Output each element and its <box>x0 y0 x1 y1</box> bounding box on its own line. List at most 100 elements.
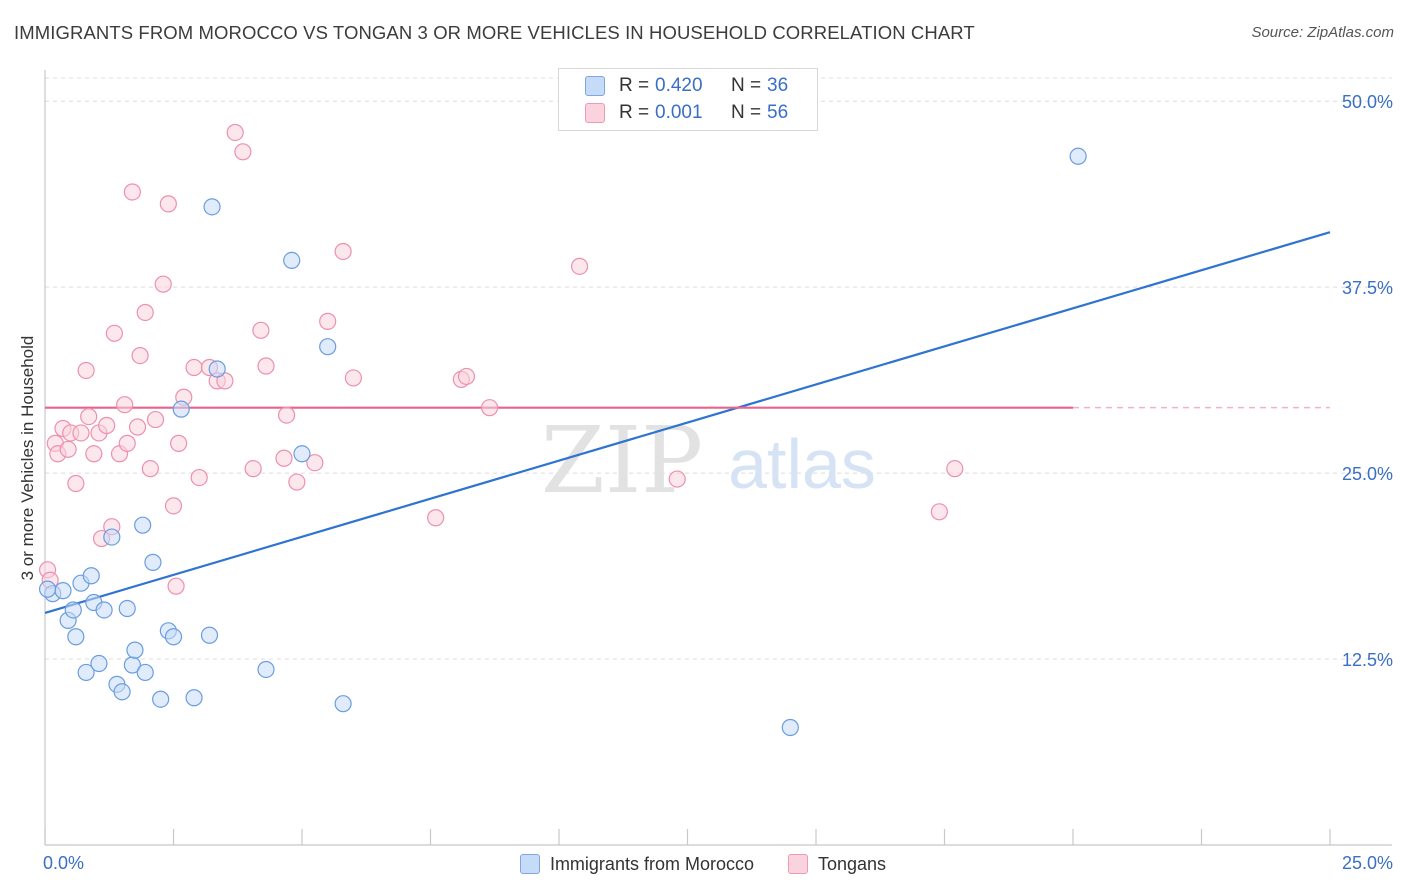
tongans-point <box>319 312 337 330</box>
tongans-point <box>668 470 686 488</box>
y-axis-title: 3 or more Vehicles in Household <box>18 335 37 581</box>
morocco-point <box>95 601 113 619</box>
tongans-point <box>226 123 244 142</box>
tongans-point <box>118 434 136 452</box>
morocco-trend-line <box>44 231 1331 615</box>
watermark: ZIP atlas <box>541 407 876 514</box>
morocco-point <box>38 580 57 598</box>
source-label: Source: ZipAtlas.com <box>1251 24 1394 41</box>
tongans-point <box>98 416 116 435</box>
morocco-point <box>293 445 311 463</box>
morocco-point <box>185 689 203 707</box>
tongans-point <box>72 424 90 442</box>
tongans-point <box>481 399 499 417</box>
tongans-point <box>257 357 275 375</box>
tick-labels: 12.5% 25.0% 37.5% 50.0% 0.0% 25.0% <box>43 92 1393 873</box>
tongans-point <box>570 257 589 275</box>
morocco-point <box>136 663 154 682</box>
y-tick-label: 50.0% <box>1342 92 1393 112</box>
stats-legend: R = 0.420 N = 36 R = 0.001 N = 56 <box>558 68 818 131</box>
legend-item-morocco[interactable]: Immigrants from Morocco <box>519 853 754 875</box>
tongans-point <box>85 445 103 463</box>
morocco-point <box>1069 147 1087 165</box>
stats-n-label: N = <box>731 102 762 123</box>
morocco-point <box>152 690 170 708</box>
morocco-point <box>208 360 226 378</box>
tongans-point <box>116 396 134 414</box>
legend-label-tongans: Tongans <box>817 853 887 874</box>
series-legend: Immigrants from Morocco Tongans <box>0 850 1406 878</box>
morocco-point <box>90 654 108 673</box>
tongans-point <box>277 406 296 424</box>
morocco-point <box>118 599 136 618</box>
tongans-point <box>159 195 177 213</box>
tongans-point <box>930 503 948 521</box>
tongans-point <box>457 367 476 386</box>
legend-item-tongans[interactable]: Tongans <box>787 853 887 875</box>
chart-title: IMMIGRANTS FROM MOROCCO VS TONGAN 3 OR M… <box>14 22 975 43</box>
morocco-point <box>54 582 72 600</box>
tongans-point <box>275 449 293 467</box>
stats-r-label: R = <box>619 75 650 96</box>
tongans-point <box>59 440 77 458</box>
tongans-point <box>123 183 141 201</box>
tongans-point <box>136 303 154 322</box>
y-axis-title-wrap: 3 or more Vehicles in Household <box>0 0 40 892</box>
morocco-point <box>126 641 144 659</box>
tongans-point <box>234 143 252 161</box>
morocco-point <box>103 528 121 546</box>
tongans-point <box>105 324 123 342</box>
stats-r-label: R = <box>619 102 650 123</box>
stats-n-value: 36 <box>767 75 789 96</box>
tongans-point <box>334 242 352 261</box>
tongans-point <box>164 497 183 515</box>
morocco-point <box>200 626 219 644</box>
morocco-point <box>82 567 100 585</box>
morocco-point <box>164 628 183 646</box>
tongans-point <box>146 410 165 429</box>
morocco-point <box>781 718 799 737</box>
morocco-point <box>283 251 301 270</box>
legend-swatch-tongans <box>787 854 808 874</box>
morocco-point <box>64 601 82 619</box>
stats-swatch-tongans <box>585 103 605 123</box>
morocco-point <box>134 516 152 534</box>
watermark-zip: ZIP <box>541 407 703 514</box>
y-tick-label: 25.0% <box>1342 464 1393 484</box>
tongans-point <box>306 454 324 472</box>
morocco-points <box>38 147 1087 737</box>
tongans-point <box>141 460 159 478</box>
stats-n-value: 56 <box>767 102 789 123</box>
trend-lines <box>44 231 1331 615</box>
tongans-point <box>427 509 445 527</box>
tongans-point <box>216 372 234 390</box>
tongans-point <box>288 473 306 491</box>
tongans-point <box>154 275 172 293</box>
tongans-point <box>80 407 98 426</box>
morocco-point <box>67 628 85 646</box>
gridlines <box>45 77 1392 660</box>
y-tick-label: 12.5% <box>1342 650 1393 670</box>
tongans-point <box>67 474 85 493</box>
stats-r-value: 0.420 <box>655 75 703 96</box>
morocco-point <box>334 695 352 713</box>
morocco-point <box>113 683 131 701</box>
morocco-point <box>144 553 162 571</box>
axes <box>44 70 1392 846</box>
tongans-point <box>167 577 185 595</box>
x-tick-label-max: 25.0% <box>1342 853 1393 873</box>
tongans-point <box>131 347 149 365</box>
legend-label-morocco: Immigrants from Morocco <box>549 853 754 874</box>
morocco-point <box>77 663 95 682</box>
stats-r-value: 0.001 <box>655 102 703 123</box>
morocco-point <box>203 198 221 216</box>
morocco-point <box>257 660 275 679</box>
x-tick-label-min: 0.0% <box>43 853 84 873</box>
tongans-point <box>77 361 95 380</box>
stats-n-label: N = <box>731 75 762 96</box>
tongans-point <box>128 418 147 436</box>
tongans-point <box>190 468 208 487</box>
tongans-points <box>38 123 964 595</box>
tongans-point <box>344 369 362 387</box>
